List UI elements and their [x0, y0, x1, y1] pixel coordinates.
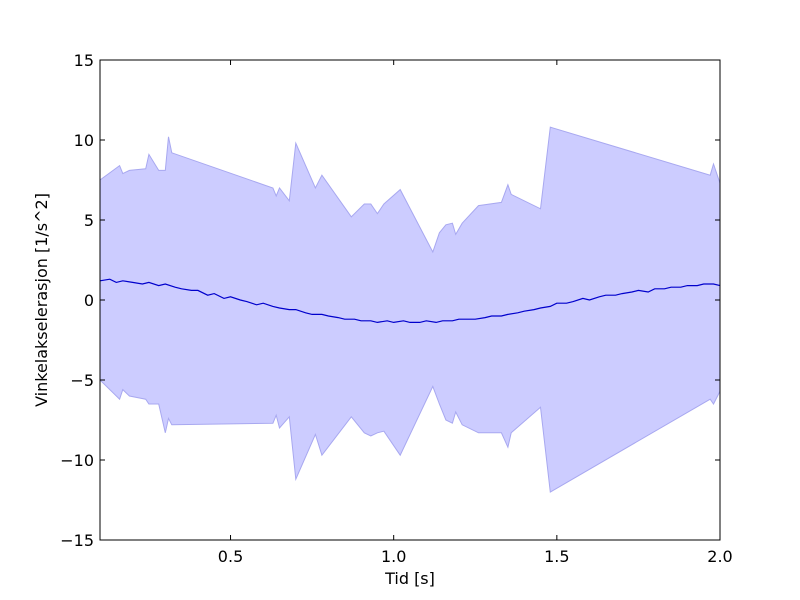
- y-tick-label: 5: [84, 211, 94, 230]
- y-tick-label: 15: [74, 51, 94, 70]
- x-tick-label: 0.5: [218, 547, 243, 566]
- x-tick-label: 2.0: [707, 547, 732, 566]
- y-axis-label: Vinkelakselerasjon [1/s^2]: [32, 193, 51, 407]
- x-axis-label: Tid [s]: [384, 569, 435, 588]
- series-line: [99, 278, 721, 324]
- y-tick-label: −5: [70, 371, 94, 390]
- y-tick-label: 0: [84, 291, 94, 310]
- y-tick-label: −10: [60, 451, 94, 470]
- x-tick-label: 1.0: [381, 547, 406, 566]
- y-tick-label: −15: [60, 531, 94, 550]
- axis-ticks: 0.5 1.0 1.5 2.0 15 10 5 0 −5 −10 −15: [60, 51, 732, 566]
- x-tick-label: 1.5: [544, 547, 569, 566]
- y-tick-label: 10: [74, 131, 94, 150]
